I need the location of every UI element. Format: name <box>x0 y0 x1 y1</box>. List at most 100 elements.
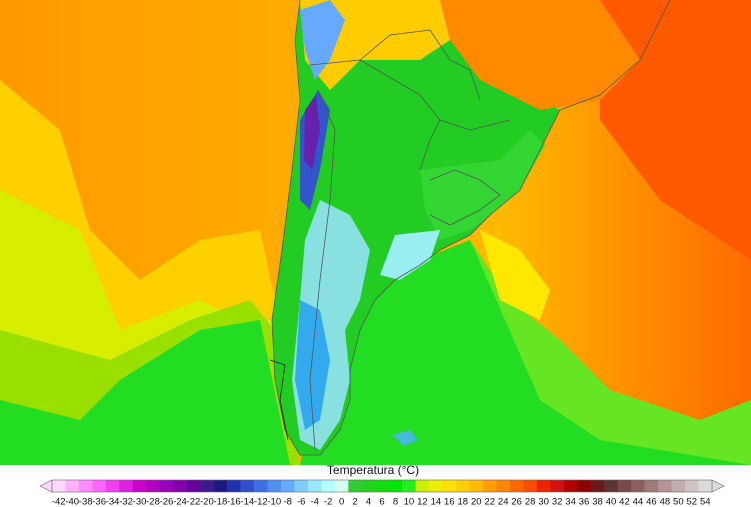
colorbar-tick-label: 16 <box>444 497 455 507</box>
colorbar-tick-label: -4 <box>310 497 318 507</box>
colorbar-box <box>348 480 363 492</box>
colorbar-tick-label: -40 <box>65 497 79 507</box>
colorbar-box <box>52 480 66 492</box>
colorbar-tick-label: -34 <box>106 497 120 507</box>
colorbar-box <box>577 480 592 492</box>
colorbar-box <box>429 480 443 492</box>
colorbar-tick-label: -36 <box>92 497 106 507</box>
colorbar-tick-label: 14 <box>431 497 442 507</box>
colorbar-tick-label: 34 <box>565 497 576 507</box>
colorbar-box <box>105 480 120 492</box>
colorbar-tick-label: 24 <box>498 497 509 507</box>
colorbar-box <box>307 480 322 492</box>
colorbar-tick-label: 54 <box>700 497 711 507</box>
colorbar-box <box>146 480 161 492</box>
colorbar-box <box>415 480 430 492</box>
land <box>272 0 640 455</box>
colorbar-tick-label: 50 <box>673 497 684 507</box>
colorbar-tick-label: -32 <box>119 497 133 507</box>
colorbar-box <box>173 480 187 492</box>
colorbar-tick-label: -38 <box>79 497 93 507</box>
colorbar-box <box>658 480 672 492</box>
colorbar: -42 -40 -38 -36 -34 -32 -30 -28 -26 -24 -22 -20 -18-… <box>39 479 725 507</box>
colorbar-box <box>267 480 282 492</box>
colorbar-tick-label: 52 <box>687 497 698 507</box>
colorbar-tick-label: 8 <box>393 497 398 507</box>
colorbar-box <box>388 480 403 492</box>
colorbar-box <box>119 480 134 492</box>
colorbar-tick-label: 48 <box>660 497 671 507</box>
colorbar-box <box>213 480 228 492</box>
colorbar-box <box>361 480 376 492</box>
colorbar-tick-label: 32 <box>552 497 563 507</box>
colorbar-tick-label: -18 <box>214 497 228 507</box>
colorbar-box <box>671 480 686 492</box>
colorbar-box <box>334 480 349 492</box>
colorbar-tick-label: 12 <box>417 497 428 507</box>
colorbar-tick-label: -10 <box>267 497 281 507</box>
colorbar-frame <box>51 479 713 493</box>
colorbar-tick-label: -30 <box>133 497 147 507</box>
colorbar-tick-label: 40 <box>606 497 617 507</box>
colorbar-tick-label: 38 <box>592 497 603 507</box>
colorbar-box <box>159 480 174 492</box>
colorbar-box <box>254 480 268 492</box>
colorbar-box <box>644 480 659 492</box>
colorbar-box <box>536 480 551 492</box>
colorbar-box <box>698 480 713 492</box>
colorbar-box <box>186 480 201 492</box>
colorbar-tick-label: -12 <box>254 497 268 507</box>
colorbar-box <box>280 480 295 492</box>
colorbar-title: Temperatura (°C) <box>327 463 419 477</box>
colorbar-box <box>631 480 645 492</box>
colorbar-box <box>550 480 565 492</box>
colorbar-tick-label: -22 <box>187 497 201 507</box>
colorbar-tick-label: 6 <box>379 497 384 507</box>
colorbar-tick-label: 22 <box>484 497 495 507</box>
colorbar-tick-label: -14 <box>240 497 254 507</box>
colorbar-box <box>200 480 214 492</box>
colorbar-box <box>509 480 524 492</box>
colorbar-tick-label: -8 <box>283 497 291 507</box>
colorbar-tick-label: -42 <box>52 497 66 507</box>
colorbar-box <box>483 480 497 492</box>
colorbar-box <box>65 480 80 492</box>
colorbar-box <box>442 480 457 492</box>
colorbar-box <box>685 480 699 492</box>
colorbar-tick-label: -16 <box>227 497 241 507</box>
colorbar-box <box>321 480 336 492</box>
colorbar-box <box>563 480 578 492</box>
colorbar-tick-label: 18 <box>458 497 469 507</box>
borders <box>269 0 671 456</box>
colorbar-tick-label: 28 <box>525 497 536 507</box>
colorbar-tick-label: 30 <box>538 497 549 507</box>
colorbar-tick-label: 0 <box>339 497 344 507</box>
colorbar-tick-label: -26 <box>160 497 174 507</box>
colorbar-tick-label: 4 <box>366 497 371 507</box>
colorbar-box <box>496 480 511 492</box>
colorbar-tick-label: 26 <box>511 497 522 507</box>
colorbar-box <box>294 480 309 492</box>
colorbar-tick-label: 44 <box>633 497 644 507</box>
colorbar-box <box>523 480 538 492</box>
colorbar-box <box>469 480 484 492</box>
colorbar-tick-label: -6 <box>297 497 305 507</box>
colorbar-box <box>375 480 390 492</box>
colorbar-box <box>227 480 241 492</box>
colorbar-box <box>604 480 619 492</box>
colorbar-box <box>92 480 107 492</box>
colorbar-tick-label: 20 <box>471 497 482 507</box>
colorbar-tick-label: 36 <box>579 497 590 507</box>
colorbar-tick-label: 2 <box>352 497 357 507</box>
colorbar-box <box>78 480 93 492</box>
colorbar-box <box>617 480 632 492</box>
colorbar-box <box>590 480 605 492</box>
colorbar-box <box>132 480 147 492</box>
colorbar-box <box>402 480 416 492</box>
colorbar-tick-label: -28 <box>146 497 160 507</box>
colorbar-tick-label: 10 <box>404 497 415 507</box>
colorbar-tick-label: -20 <box>200 497 214 507</box>
colorbar-tick-label: -2 <box>324 497 332 507</box>
colorbar-tick-label: -24 <box>173 497 187 507</box>
